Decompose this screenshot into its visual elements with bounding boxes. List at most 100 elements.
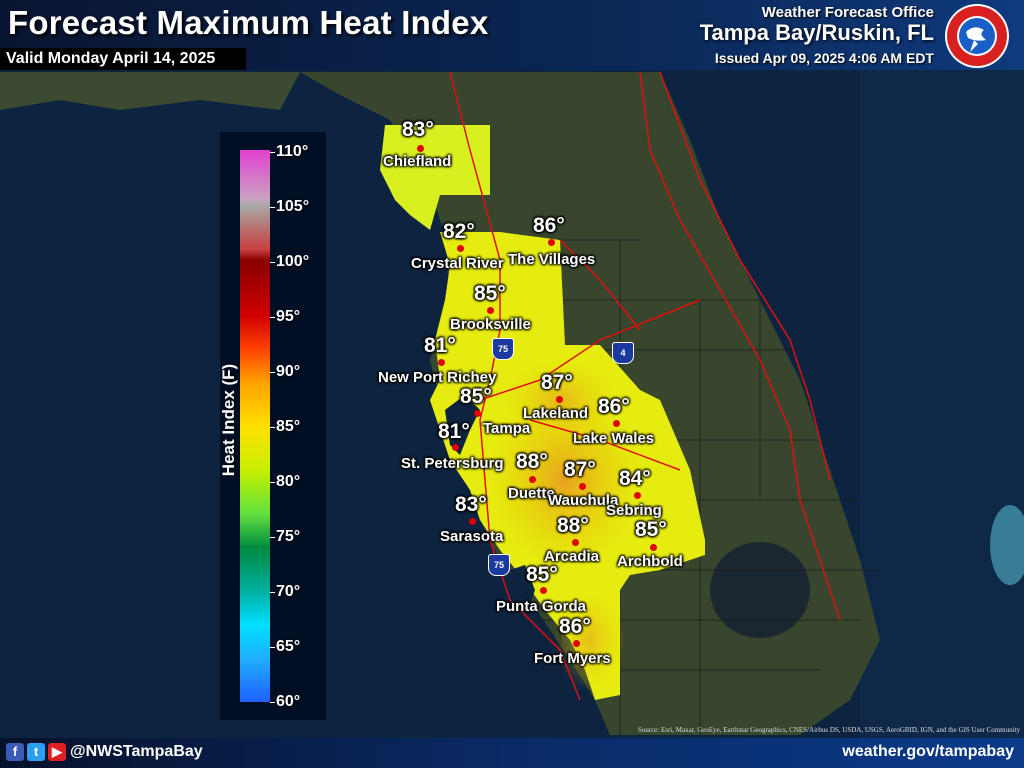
valid-date: Valid Monday April 14, 2025 (0, 48, 246, 70)
legend-tick-mark (270, 152, 275, 153)
city-name-label: Brooksville (450, 316, 531, 333)
legend-tick-label: 105° (276, 198, 310, 215)
city-marker (438, 359, 445, 366)
city-heat-index-value: 83° (455, 493, 487, 516)
city-marker (573, 640, 580, 647)
legend-tick-mark (270, 702, 275, 703)
interstate-4-shield: 4 (612, 342, 634, 364)
city-heat-index-value: 85° (474, 282, 506, 305)
city-heat-index-value: 86° (533, 214, 565, 237)
legend-tick-mark (270, 207, 275, 208)
city-name-label: Tampa (483, 420, 531, 437)
city-name-label: Wauchula (548, 492, 619, 509)
city-heat-index-value: 88° (557, 514, 589, 537)
legend-tick-label: 60° (276, 693, 301, 710)
city-heat-index-value: 85° (635, 518, 667, 541)
charlotte-harbor-water (510, 565, 535, 620)
city-heat-index-value: 81° (438, 420, 470, 443)
city-heat-index-value: 81° (424, 334, 456, 357)
city-name-label: Arcadia (544, 548, 600, 565)
social-icons: f t ▶ (6, 743, 66, 761)
tampa-bay-water (445, 395, 480, 455)
legend-tick-label: 65° (276, 638, 301, 655)
legend-tick-label: 100° (276, 253, 310, 270)
highways (449, 71, 841, 701)
city-marker (572, 539, 579, 546)
city-marker (650, 544, 657, 551)
legend-tick-label: 70° (276, 583, 301, 600)
lake-okeechobee (710, 542, 810, 638)
legend-tick-label: 90° (276, 363, 301, 380)
legend-tick-label: 110° (276, 143, 309, 160)
city-name-label: Fort Myers (534, 650, 611, 667)
city-name-label: New Port Richey (378, 369, 497, 386)
city-heat-index-value: 82° (443, 220, 475, 243)
city-name-label: Punta Gorda (496, 598, 587, 615)
legend-tick-mark (270, 372, 275, 373)
city-heat-index-value: 87° (564, 458, 596, 481)
city-name-label: Duette (508, 485, 555, 502)
city-name-label: Lake Wales (573, 430, 655, 447)
city-heat-index-value: 87° (541, 371, 573, 394)
social-handle[interactable]: @NWSTampaBay (70, 743, 203, 760)
nws-logo[interactable] (938, 2, 1016, 70)
city-marker (452, 444, 459, 451)
legend-tick-mark (270, 317, 275, 318)
city-marker (556, 396, 563, 403)
office-name: Tampa Bay/Ruskin, FL (699, 20, 934, 45)
city-name-label: Sebring (606, 502, 662, 519)
legend-tick-mark (270, 647, 275, 648)
city-name-label: The Villages (508, 251, 596, 268)
city-marker (634, 492, 641, 499)
city-heat-index-value: 85° (460, 385, 492, 408)
heat-area-north (380, 125, 490, 230)
city-name-label: Crystal River (411, 255, 504, 272)
city-marker (548, 239, 555, 246)
city-name-label: Chiefland (383, 153, 452, 170)
heat-core-fortmyers (555, 590, 625, 690)
city-name-label: St. Petersburg (401, 455, 504, 472)
legend-title: Heat Index (F) (219, 363, 238, 477)
interstate-75-shield-south: 75 (488, 554, 510, 576)
website-link[interactable]: weather.gov/tampabay (842, 743, 1014, 760)
city-heat-index-value: 83° (402, 118, 434, 141)
legend-tick-mark (270, 262, 275, 263)
city-marker (457, 245, 464, 252)
florida-panhandle (0, 72, 300, 110)
city-name-label: Lakeland (523, 405, 589, 422)
city-heat-index-value: 84° (619, 467, 651, 490)
city-heat-index-value: 86° (559, 615, 591, 638)
bahamas-shoal (990, 505, 1024, 585)
city-marker (487, 307, 494, 314)
city-marker (529, 476, 536, 483)
city-marker (613, 420, 620, 427)
city-heat-index-value: 85° (526, 563, 558, 586)
city-name-label: Sarasota (440, 528, 504, 545)
city-marker (540, 587, 547, 594)
legend-tick-mark (270, 537, 275, 538)
city-marker (579, 483, 586, 490)
legend-tick-label: 95° (276, 308, 301, 325)
legend-tick-label: 85° (276, 418, 301, 435)
legend-panel (220, 132, 326, 720)
city-heat-index-value: 88° (516, 450, 548, 473)
twitter-icon[interactable]: t (27, 743, 45, 761)
legend-tick-mark (270, 592, 275, 593)
footer-bar: f t ▶ @NWSTampaBay weather.gov/tampabay (0, 738, 1024, 768)
city-marker (474, 410, 481, 417)
legend-tick-mark (270, 427, 275, 428)
map-source-attribution: Source: Esri, Maxar, GeoEye, Earthstar G… (637, 726, 1020, 734)
legend-tick-label: 80° (276, 473, 301, 490)
map-title: Forecast Maximum Heat Index (8, 4, 489, 41)
atlantic-water (860, 0, 1024, 768)
city-marker (417, 145, 424, 152)
city-marker (469, 518, 476, 525)
youtube-icon[interactable]: ▶ (48, 743, 66, 761)
office-label: Weather Forecast Office (761, 4, 934, 21)
facebook-icon[interactable]: f (6, 743, 24, 761)
city-heat-index-value: 86° (598, 395, 630, 418)
legend-color-bar (240, 150, 270, 702)
city-name-label: Archbold (617, 553, 683, 570)
interstate-75-shield-north: 75 (492, 338, 514, 360)
